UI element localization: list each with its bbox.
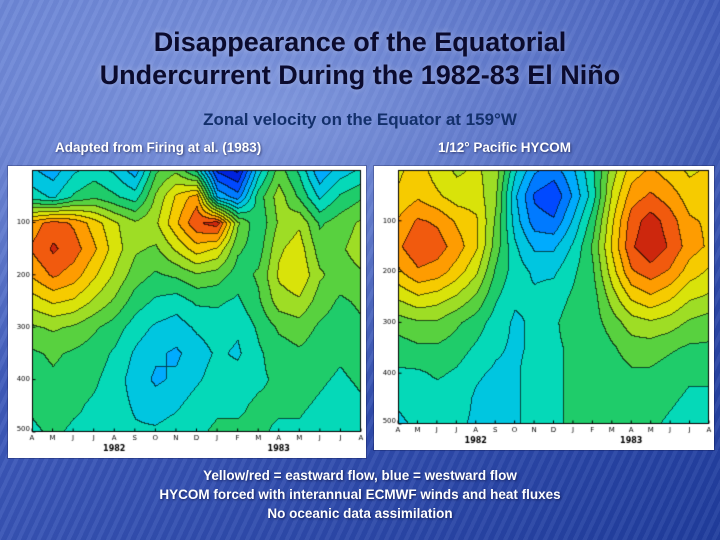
observations-panel-label: Adapted from Firing at al. (1983): [55, 140, 262, 155]
caption-line-2: HYCOM forced with interannual ECMWF wind…: [159, 487, 561, 502]
subtitle: Zonal velocity on the Equator at 159°W: [203, 110, 517, 129]
hycom-panel-label: 1/12° Pacific HYCOM: [438, 140, 571, 155]
observations-contour-plot: [8, 166, 366, 458]
caption-line-3: No oceanic data assimilation: [267, 506, 453, 521]
observations-panel: [8, 166, 366, 458]
page-title: Disappearance of the Equatorial Undercur…: [0, 26, 720, 92]
title-line-2: Undercurrent During the 1982-83 El Niño: [99, 60, 621, 90]
caption-line-1: Yellow/red = eastward flow, blue = westw…: [203, 468, 517, 483]
title-line-1: Disappearance of the Equatorial: [153, 27, 567, 57]
caption: Yellow/red = eastward flow, blue = westw…: [0, 466, 720, 523]
hycom-panel: [374, 166, 714, 450]
hycom-contour-plot: [374, 166, 714, 450]
